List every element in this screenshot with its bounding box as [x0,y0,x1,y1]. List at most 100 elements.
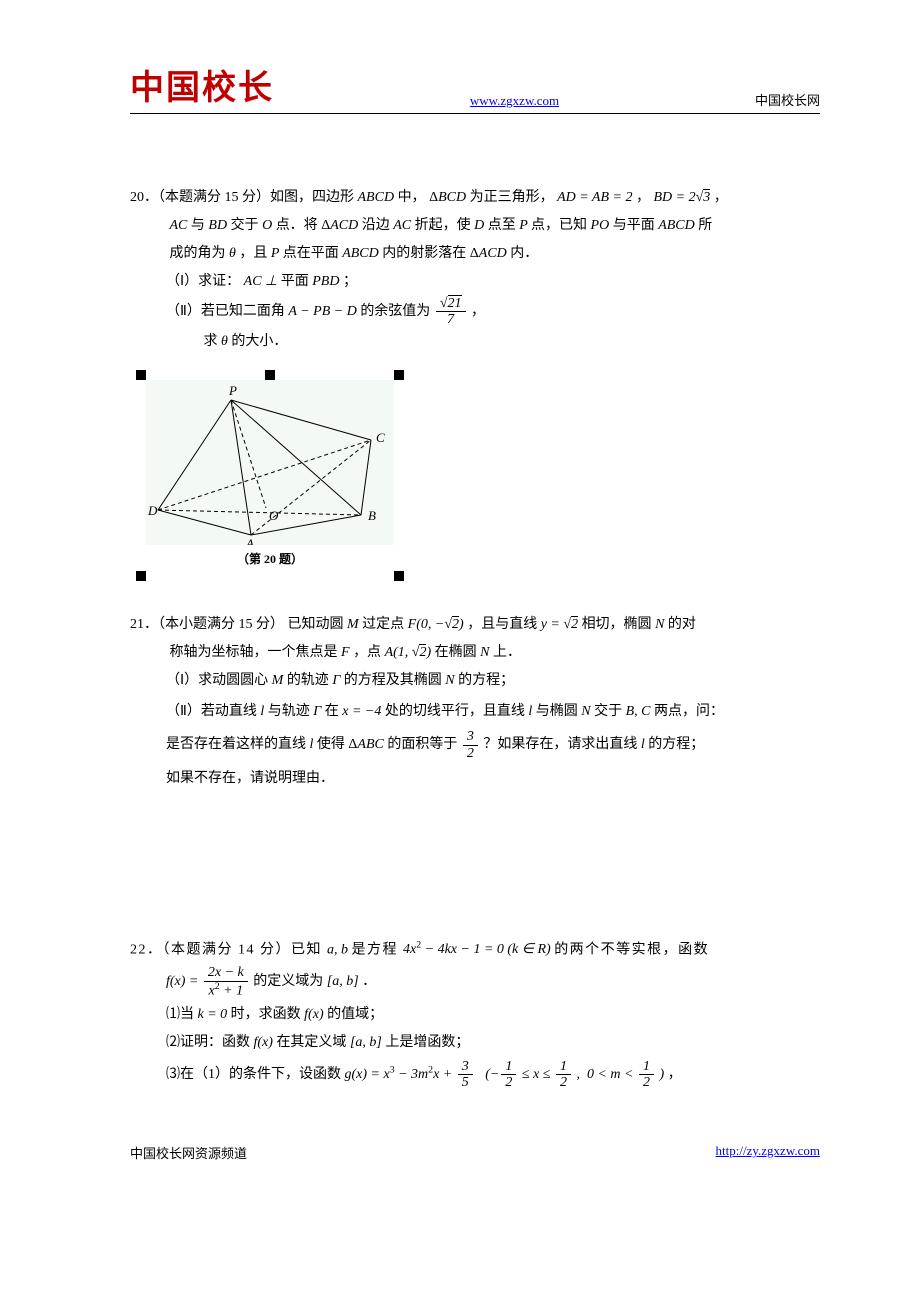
text: （Ⅰ）求动圆圆心 [166,673,268,688]
text: ； [343,274,357,289]
site-logo: 中国校长 [130,60,274,109]
problem-number: 22． [130,942,163,957]
text: 为正三角形， [470,190,554,205]
text: ，且与直线 [467,617,537,632]
text: 内． [510,246,538,261]
math-theta2: θ [221,334,231,349]
math-n: N [655,617,668,632]
text: 的定义域为 [253,974,323,989]
text: 两点，问： [654,704,724,719]
math-l3: l [310,737,317,752]
problem-22-part1: ⑴当 k = 0 时，求函数 f(x) 的值域； [130,1001,820,1029]
problem-20-part1: （Ⅰ）求证： AC ⊥ 平面 PBD ； [130,268,820,296]
problem-22-part2: ⑵证明：函数 f(x) 在其定义域 [a, b] 上是增函数； [130,1029,820,1057]
problem-21-part2: （Ⅱ）若动直线 l 与轨迹 Γ 在 x = −4 处的切线平行，且直线 l 与椭… [130,695,820,796]
text: 上是增函数； [385,1035,469,1050]
math-triangle-bcd: ΔBCD [429,190,470,205]
text: 过定点 [362,617,404,632]
math-leq: ≤ x ≤ [522,1067,554,1082]
text: （本题满分 15 分）如图，四边形 [158,190,354,205]
problem-21-part1: （Ⅰ）求动圆圆心 M 的轨迹 Γ 的方程及其椭圆 N 的方程； [130,667,820,695]
math-ac-perp: AC ⊥ [244,274,281,289]
text: （本题满分 14 分）已知 [163,942,323,957]
text: 相切，椭圆 [582,617,652,632]
text: 的两个不等实根，函数 [554,942,709,957]
math-m: M [347,617,362,632]
math-n3: N [445,673,458,688]
math-comma: , 0 < m < [576,1067,637,1082]
math-po: PO [591,218,613,233]
text: 在 [325,704,339,719]
page-header: 中国校长 www.zgxzw.com 中国校长网 [130,60,820,114]
math-m2: M [272,673,287,688]
problem-21: 21．（本小题满分 15 分） 已知动圆 M 过定点 F(0, −√2) ，且与… [130,611,820,796]
math-p2: P [271,246,283,261]
math-k0: k = 0 [198,1007,231,1022]
math-pbd: PBD [312,274,343,289]
text: 中， [398,190,426,205]
math-frac-sqrt21-7: √217 [436,296,466,328]
text: 求 [204,334,218,349]
text: ⑴当 [166,1007,194,1022]
text: 的值域； [327,1007,383,1022]
text: 沿边 [362,218,390,233]
math-f: F [341,645,353,660]
footer-right-link[interactable]: http://zy.zgxzw.com [716,1143,820,1162]
spacer [130,826,820,936]
text: 交于 [231,218,259,233]
problem-20-part2: （Ⅱ）若已知二面角 A − PB − D 的余弦值为 √217 ， 求 θ 的大… [130,296,820,356]
text: 成的角为 [170,246,226,261]
page-container: 中国校长 www.zgxzw.com 中国校长网 20．（本题满分 15 分）如… [0,0,920,1202]
text: ， [714,190,728,205]
svg-text:B: B [368,508,376,523]
math-frac-half3: 12 [639,1059,654,1091]
math-paren: ) [659,1067,664,1082]
math-dihedral: A − PB − D [288,304,360,319]
math-l2: l [528,704,535,719]
math-ab: a, b [327,942,352,957]
svg-text:P: P [228,383,237,398]
math-f-point: F(0, −√2) [408,616,468,632]
problem-number: 21． [130,617,158,632]
problem-22-line2: f(x) = 2x − kx2 + 1 的定义域为 [a, b] ． [130,964,820,1000]
text: 点．将 [276,218,318,233]
text: 称轴为坐标轴，一个焦点是 [170,645,338,660]
svg-text:C: C [376,430,385,445]
header-center-link[interactable]: www.zgxzw.com [470,93,559,109]
math-ac2: AC [393,218,414,233]
svg-text:O: O [269,508,279,523]
text: （Ⅱ）若动直线 [166,704,257,719]
problem-20-body: 20．（本题满分 15 分）如图，四边形 ABCD 中， ΔBCD 为正三角形，… [130,184,820,268]
problem-20-figure: P C B A D O （第 20 题） [130,370,410,581]
math-frac-fx: 2x − kx2 + 1 [204,965,248,998]
text: 在椭圆 [435,645,477,660]
problem-20: 20．（本题满分 15 分）如图，四边形 ABCD 中， ΔBCD 为正三角形，… [130,184,820,581]
text: 的方程； [648,737,704,752]
text: 是否存在着这样的直线 [166,737,306,752]
text: 上． [493,645,521,660]
math-p: P [519,218,531,233]
math-fx: f(x) [304,1007,327,1022]
text: 是方程 [352,942,399,957]
figure-bottom-markers [130,571,410,581]
text: ， [636,190,650,205]
text: 的方程及其椭圆 [344,673,442,688]
math-gx: g(x) = x3 − 3m2x + [345,1067,456,1082]
math-abcd: ABCD [358,190,398,205]
math-frac-half1: 12 [501,1059,516,1091]
math-tri-acd: ΔACD [321,218,362,233]
text: 点，已知 [531,218,587,233]
problem-22: 22．（本题满分 14 分）已知 a, b 是方程 4x2 − 4kx − 1 … [130,936,820,1093]
text: 如果不存在，请说明理由． [166,771,334,786]
math-n4: N [581,704,594,719]
page-footer: 中国校长网资源频道 http://zy.zgxzw.com [130,1143,820,1162]
math-tri-acd2: ΔACD [470,246,511,261]
math-frac-3-2: 32 [463,729,478,761]
text: 点至 [488,218,516,233]
text: ， [471,304,485,319]
text: （Ⅱ）若已知二面角 [166,304,285,319]
math-gx-domain: (− [478,1067,499,1082]
math-line-y: y = √2 [541,616,582,632]
text: 的轨迹 [287,673,329,688]
math-ad-ab: AD = AB = 2 [557,190,636,205]
